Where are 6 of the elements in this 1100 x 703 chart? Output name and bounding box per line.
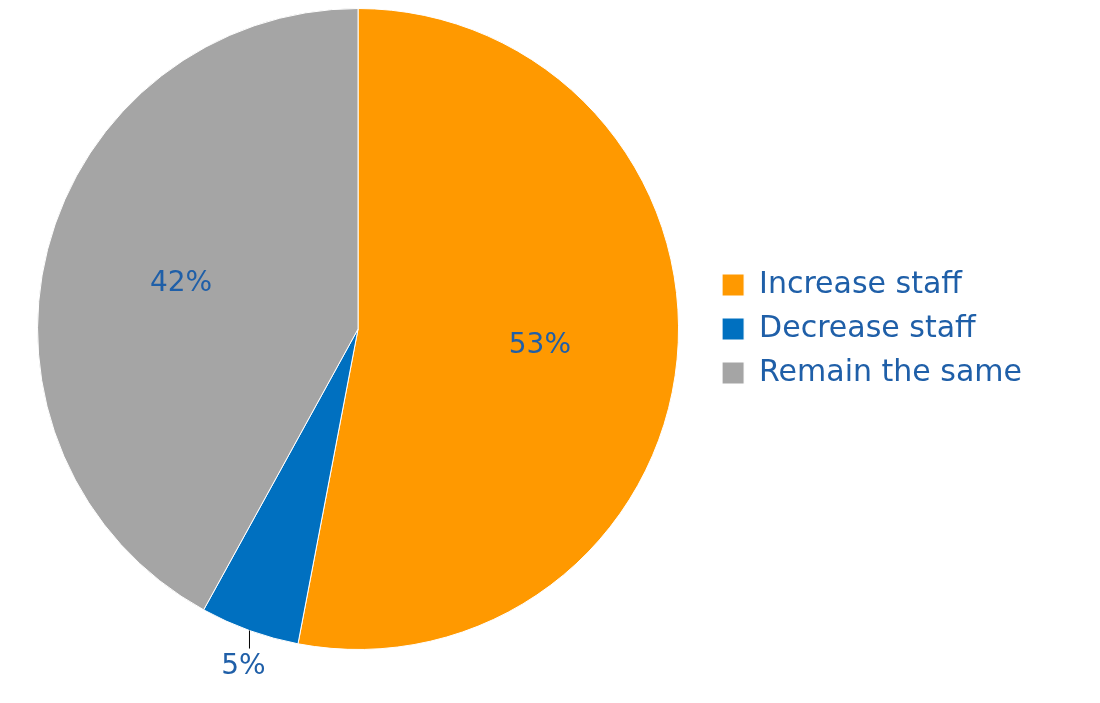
data-label: 5% — [221, 647, 266, 681]
data-label: 42% — [149, 264, 213, 298]
legend-label: Increase staff — [759, 264, 964, 300]
data-label: 53% — [508, 327, 572, 361]
legend-label: Decrease staff — [759, 308, 978, 344]
legend-label: Remain the same — [759, 352, 1023, 388]
